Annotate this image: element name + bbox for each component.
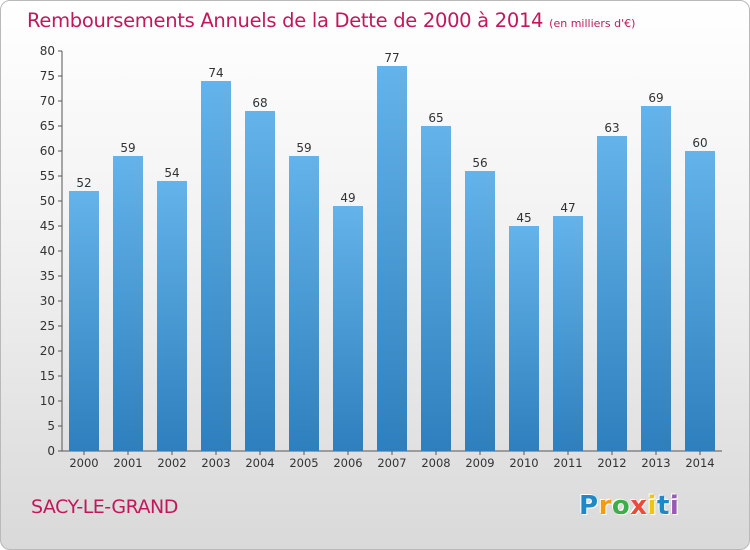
bar-2002 bbox=[157, 181, 187, 451]
y-tick-label: 55 bbox=[40, 169, 55, 183]
x-tick-label-2002: 2002 bbox=[157, 456, 186, 470]
y-tick-label: 5 bbox=[47, 419, 55, 433]
y-tick-label: 10 bbox=[40, 394, 55, 408]
data-label-2004: 68 bbox=[252, 96, 267, 110]
city-name: SACY-LE-GRAND bbox=[31, 496, 178, 518]
bar-2010 bbox=[509, 226, 539, 451]
y-tick-label: 50 bbox=[40, 194, 55, 208]
unit-note: (en milliers d'€) bbox=[549, 17, 636, 30]
bar-2000 bbox=[69, 191, 99, 451]
bar-2007 bbox=[377, 66, 407, 451]
x-tick-label-2004: 2004 bbox=[245, 456, 274, 470]
y-tick-label: 70 bbox=[40, 94, 55, 108]
y-tick-label: 80 bbox=[40, 44, 55, 58]
chart-title: Remboursements Annuels de la Dette de 20… bbox=[27, 9, 636, 32]
y-tick-label: 65 bbox=[40, 119, 55, 133]
data-label-2011: 47 bbox=[560, 201, 575, 215]
data-label-2013: 69 bbox=[648, 91, 663, 105]
y-tick-label: 0 bbox=[47, 444, 55, 458]
data-label-2000: 52 bbox=[76, 176, 91, 190]
data-label-2005: 59 bbox=[296, 141, 311, 155]
x-tick-label-2013: 2013 bbox=[641, 456, 670, 470]
y-tick-label: 15 bbox=[40, 369, 55, 383]
data-label-2007: 77 bbox=[384, 51, 399, 65]
data-label-2003: 74 bbox=[208, 66, 223, 80]
x-tick-label-2009: 2009 bbox=[465, 456, 494, 470]
data-label-2014: 60 bbox=[692, 136, 707, 150]
y-tick-label: 35 bbox=[40, 269, 55, 283]
bar-2001 bbox=[113, 156, 143, 451]
y-tick-label: 60 bbox=[40, 144, 55, 158]
proxiti-logo: Proxiti bbox=[579, 491, 680, 521]
bar-2009 bbox=[465, 171, 495, 451]
bar-2012 bbox=[597, 136, 627, 451]
bar-2014 bbox=[685, 151, 715, 451]
bar-2008 bbox=[421, 126, 451, 451]
y-tick-label: 45 bbox=[40, 219, 55, 233]
data-label-2002: 54 bbox=[164, 166, 179, 180]
bar-2011 bbox=[553, 216, 583, 451]
x-tick-label-2000: 2000 bbox=[69, 456, 98, 470]
x-tick-label-2014: 2014 bbox=[685, 456, 714, 470]
data-label-2001: 59 bbox=[120, 141, 135, 155]
x-tick-label-2008: 2008 bbox=[421, 456, 450, 470]
y-tick-label: 20 bbox=[40, 344, 55, 358]
data-label-2006: 49 bbox=[340, 191, 355, 205]
y-tick-label: 30 bbox=[40, 294, 55, 308]
x-tick-label-2001: 2001 bbox=[113, 456, 142, 470]
bar-2005 bbox=[289, 156, 319, 451]
y-tick-label: 25 bbox=[40, 319, 55, 333]
y-tick-label: 40 bbox=[40, 244, 55, 258]
y-tick-label: 75 bbox=[40, 69, 55, 83]
data-label-2012: 63 bbox=[604, 121, 619, 135]
bar-2006 bbox=[333, 206, 363, 451]
bar-2013 bbox=[641, 106, 671, 451]
x-tick-label-2006: 2006 bbox=[333, 456, 362, 470]
x-tick-label-2010: 2010 bbox=[509, 456, 538, 470]
data-label-2008: 65 bbox=[428, 111, 443, 125]
x-tick-label-2007: 2007 bbox=[377, 456, 406, 470]
data-label-2010: 45 bbox=[516, 211, 531, 225]
x-tick-label-2005: 2005 bbox=[289, 456, 318, 470]
bar-2004 bbox=[245, 111, 275, 451]
x-tick-label-2012: 2012 bbox=[597, 456, 626, 470]
x-tick-label-2011: 2011 bbox=[553, 456, 582, 470]
data-label-2009: 56 bbox=[472, 156, 487, 170]
bar-2003 bbox=[201, 81, 231, 451]
x-tick-label-2003: 2003 bbox=[201, 456, 230, 470]
